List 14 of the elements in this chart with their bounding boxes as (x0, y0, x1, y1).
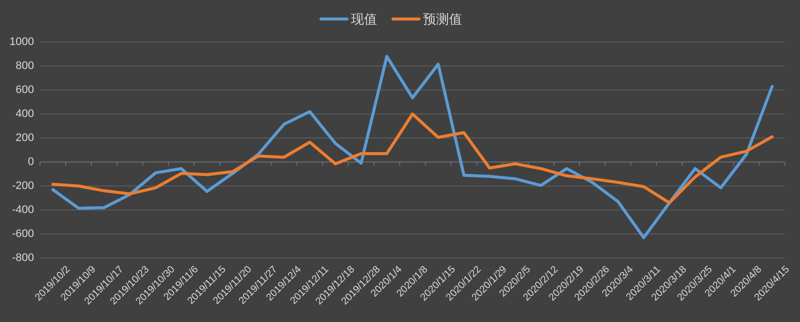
y-tick-label: -200 (12, 180, 34, 192)
y-tick-label: -800 (12, 252, 34, 264)
y-tick-label: 0 (28, 156, 34, 168)
legend-label: 预测值 (423, 12, 462, 26)
legend-label: 现值 (351, 12, 377, 26)
y-tick-label: -600 (12, 228, 34, 240)
y-tick-label: -400 (12, 204, 34, 216)
line-series (51, 54, 774, 240)
y-tick-label: 1000 (10, 36, 34, 48)
y-tick-label: 400 (16, 108, 34, 120)
y-tick-label: 600 (16, 84, 34, 96)
y-tick-label: 200 (16, 132, 34, 144)
y-tick-label: 800 (16, 60, 34, 72)
line-series (51, 112, 774, 204)
